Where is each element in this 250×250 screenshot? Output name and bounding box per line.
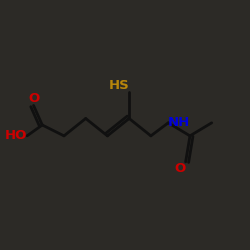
Text: HO: HO [5,129,27,142]
Text: O: O [174,162,186,175]
Text: O: O [28,92,39,106]
Text: NH: NH [168,116,190,129]
Text: HS: HS [108,80,129,92]
